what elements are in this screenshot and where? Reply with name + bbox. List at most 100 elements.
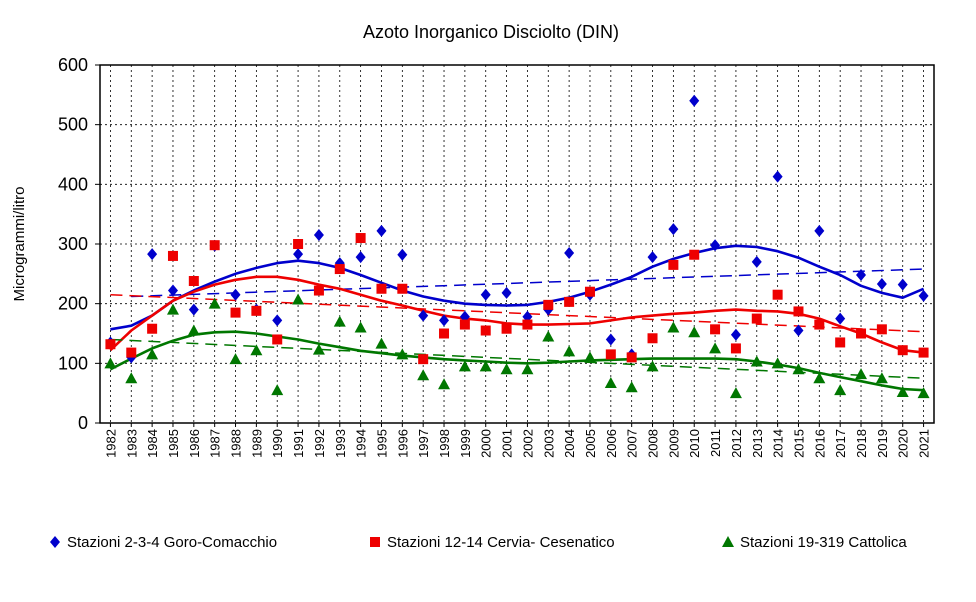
point-series-2-2013	[751, 313, 762, 324]
point-series-1-2001	[501, 286, 512, 299]
point-series-2-2019	[876, 324, 887, 335]
x-tick-label: 1995	[374, 429, 389, 458]
point-series-3-1988	[229, 353, 242, 365]
point-series-3-1992	[312, 343, 325, 355]
legend-label-series-1: Stazioni 2-3-4 Goro-Comacchio	[67, 534, 277, 551]
point-series-1-1995	[376, 224, 387, 237]
point-series-3-2001	[500, 363, 513, 375]
point-series-2-2018	[856, 328, 867, 339]
x-tick-label: 2016	[812, 429, 827, 458]
smooth-line-series-1	[110, 244, 925, 331]
point-series-2-1996	[397, 283, 408, 294]
point-series-2-2001	[501, 323, 512, 334]
x-tick-label: 2019	[875, 429, 890, 458]
x-tick-label: 1985	[166, 429, 181, 458]
point-series-3-1987	[208, 297, 221, 309]
point-series-2-1994	[355, 233, 366, 244]
y-tick-label: 500	[58, 115, 88, 135]
point-series-1-1994	[355, 251, 366, 264]
point-series-1-2017	[835, 312, 846, 325]
x-tick-label: 1997	[416, 429, 431, 458]
x-tick-label: 1988	[229, 429, 244, 458]
x-tick-label: 2014	[771, 429, 786, 458]
point-series-2-2005	[584, 286, 595, 297]
legend: Stazioni 2-3-4 Goro-Comacchio Stazioni 12…	[50, 534, 907, 551]
point-series-1-2013	[751, 255, 762, 268]
x-tick-label: 2000	[479, 429, 494, 458]
x-tick-label: 2002	[520, 429, 535, 458]
x-tick-label: 1990	[270, 429, 285, 458]
x-tick-label: 1992	[312, 429, 327, 458]
point-series-3-2016	[813, 372, 826, 384]
x-tick-label: 1986	[187, 429, 202, 458]
point-series-3-1993	[333, 315, 346, 327]
point-series-3-1982	[104, 357, 117, 369]
point-series-2-2015	[793, 306, 804, 317]
point-series-1-2000	[480, 288, 491, 301]
point-series-2-1997	[418, 354, 429, 365]
point-series-1-1996	[397, 248, 408, 261]
point-series-1-2016	[814, 224, 825, 237]
point-series-2-1982	[105, 339, 116, 350]
point-series-2-1987	[209, 240, 220, 251]
x-tick-label: 1993	[333, 429, 348, 458]
legend-label-series-3: Stazioni 19-319 Cattolica	[740, 534, 907, 551]
point-series-3-1984	[146, 348, 159, 360]
x-tick-label: 2010	[687, 429, 702, 458]
point-series-3-2013	[750, 355, 763, 367]
x-tick-label: 1983	[124, 429, 139, 458]
trend-line-series-2	[110, 293, 924, 333]
point-series-2-1995	[376, 283, 387, 294]
x-tick-label: 2017	[833, 429, 848, 458]
point-series-3-2000	[479, 360, 492, 372]
point-series-2-2006	[605, 349, 616, 360]
point-series-2-2008	[647, 333, 658, 344]
point-series-1-1990	[272, 314, 283, 327]
point-series-1-2014	[772, 170, 783, 183]
point-series-2-1984	[147, 323, 158, 334]
x-tick-label: 2001	[500, 429, 515, 458]
data-markers	[104, 94, 930, 399]
point-series-2-2020	[897, 345, 908, 356]
point-series-1-2021	[918, 289, 929, 302]
x-tick-label: 1989	[249, 429, 264, 458]
point-series-3-2020	[896, 385, 909, 397]
point-series-2-1985	[167, 250, 178, 261]
y-tick-label: 400	[58, 174, 88, 194]
point-series-1-1985	[167, 284, 178, 297]
y-axis-label: Microgrammi/litro	[11, 186, 28, 301]
x-tick-label: 1987	[208, 429, 223, 458]
point-series-1-2019	[876, 277, 887, 290]
y-tick-label: 300	[58, 234, 88, 254]
y-tick-label: 200	[58, 294, 88, 314]
smooth-line-series-3	[109, 330, 924, 392]
point-series-1-2010	[689, 94, 700, 107]
point-series-3-2006	[604, 377, 617, 389]
legend-marker-triangle-icon	[722, 536, 734, 547]
point-series-3-1990	[271, 384, 284, 396]
point-series-3-2002	[521, 363, 534, 375]
point-series-2-1998	[439, 328, 450, 339]
point-series-1-1991	[293, 248, 304, 261]
x-tick-label: 2018	[854, 429, 869, 458]
point-series-3-2021	[917, 387, 930, 399]
point-series-3-1998	[438, 378, 451, 390]
point-series-3-2017	[834, 384, 847, 396]
legend-label-series-2: Stazioni 12-14 Cervia- Cesenatico	[387, 534, 615, 551]
point-series-1-1986	[188, 303, 199, 316]
trend-line-series-3	[110, 338, 924, 379]
point-series-1-1998	[439, 314, 450, 327]
point-series-1-2012	[730, 328, 741, 341]
point-series-3-2009	[667, 321, 680, 333]
point-series-2-1992	[313, 285, 324, 296]
point-series-3-1985	[166, 303, 179, 315]
x-tick-label: 1982	[103, 429, 118, 458]
x-tick-label: 2003	[541, 429, 556, 458]
point-series-3-2005	[583, 351, 596, 363]
point-series-3-2015	[792, 363, 805, 375]
point-series-3-1996	[396, 348, 409, 360]
x-tick-label: 2004	[562, 429, 577, 458]
point-series-2-2016	[814, 319, 825, 330]
y-tick-label: 100	[58, 353, 88, 373]
